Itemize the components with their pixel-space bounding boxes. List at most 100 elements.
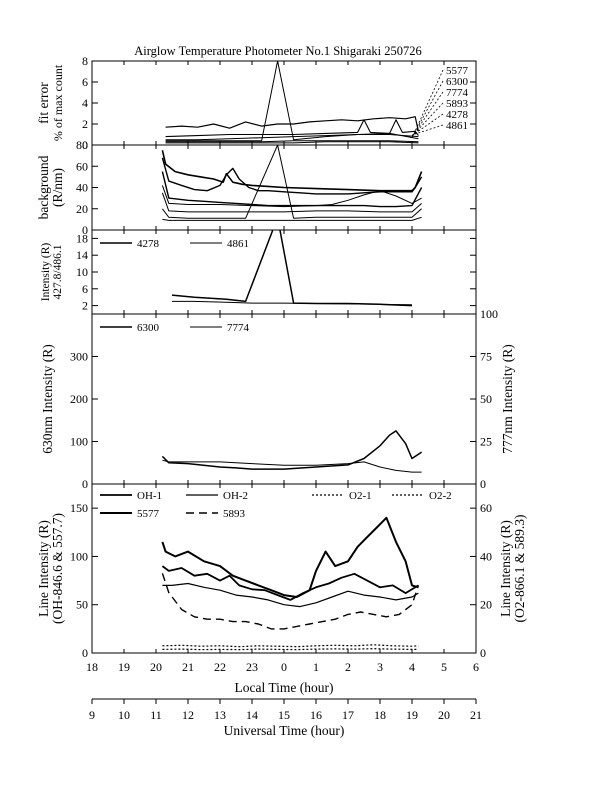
y-tick-label: 8 (82, 54, 88, 68)
plot-frame (91, 60, 477, 146)
x-tick-label: 20 (150, 660, 162, 674)
y-tick-label: 0 (82, 477, 88, 491)
y-axis-label: fit error (36, 82, 51, 124)
y2-tick-label: 0 (480, 477, 486, 491)
series-line-7774 (165, 61, 419, 142)
ut-tick-label: 13 (214, 708, 226, 722)
series-line-4278 (165, 140, 419, 143)
ut-tick-label: 20 (438, 708, 450, 722)
y2-axis-label: 777nm Intensity (R) (500, 344, 515, 454)
y2-tick-label: 0 (480, 646, 486, 660)
series-line-5893 (165, 134, 419, 141)
y-tick-label: 0 (82, 138, 88, 152)
figure-title: Airglow Temperature Photometer No.1 Shig… (134, 44, 422, 58)
y-tick-label: 0 (82, 646, 88, 660)
y-axis-label: Intensity (R) (40, 243, 52, 302)
legend-label: OH-2 (223, 490, 248, 502)
series-line-background (161, 192, 422, 213)
x-tick-label: 21 (182, 660, 194, 674)
legend-label: O2-1 (349, 490, 372, 502)
series-line-5893 (161, 573, 420, 630)
series-line-4861 (165, 141, 419, 144)
legend-leader (411, 69, 444, 139)
y-tick-label: 200 (70, 392, 88, 406)
y-tick-label: 14 (76, 248, 88, 262)
legend-label: 5577 (137, 508, 160, 520)
y2-tick-label: 100 (480, 307, 498, 321)
y2-axis-label: Line Intensity (R) (498, 520, 513, 617)
y2-tick-label: 25 (480, 435, 492, 449)
ut-tick-label: 11 (150, 708, 162, 722)
y2-tick-label: 40 (480, 549, 492, 563)
y-axis-label: 630nm Intensity (R) (40, 344, 55, 454)
ut-tick-label: 21 (470, 708, 482, 722)
ut-axis-label: Universal Time (hour) (224, 723, 345, 738)
y-axis-label: (OH-846.6 & 557.7) (50, 513, 65, 624)
legend-label: 7774 (446, 87, 469, 99)
y-tick-label: 2 (82, 299, 88, 313)
series-line-4861 (172, 300, 413, 306)
x-axis-label: Local Time (hour) (235, 680, 334, 695)
series-group (161, 145, 423, 221)
legend-label: OH-1 (137, 490, 162, 502)
x-tick-label: 3 (377, 660, 383, 674)
panel-red-lines: 0 100 200 300 0 25 50 75 100 630nm Intensity (R) 7… (40, 307, 515, 491)
x-tick-label: 0 (281, 660, 287, 674)
ut-tick-label: 17 (342, 708, 354, 722)
legend-leader (411, 124, 444, 136)
series-group (171, 230, 413, 307)
y-tick-label: 6 (82, 282, 88, 296)
y-tick-label: 2 (82, 117, 88, 131)
y2-tick-label: 50 (480, 392, 492, 406)
x-tick-label: 19 (118, 660, 130, 674)
y-axis-label: 427.8/486.1 (52, 244, 64, 299)
series-line-O2-2 (162, 648, 419, 651)
y2-tick-label: 60 (480, 501, 492, 515)
ut-tick-label: 12 (182, 708, 194, 722)
series-line-5577 (165, 116, 419, 132)
y-tick-label: 10 (76, 265, 88, 279)
x-tick-label: 18 (86, 660, 98, 674)
legend-label: 5893 (223, 508, 246, 520)
series-line-OH-2 (162, 582, 419, 608)
x-tick-label: 4 (409, 660, 415, 674)
ut-tick-label: 15 (278, 708, 290, 722)
ut-tick-label: 18 (374, 708, 386, 722)
legend-label: 4278 (137, 238, 160, 250)
x-tick-label: 2 (345, 660, 351, 674)
legend-label: 4278 (446, 109, 469, 121)
legend-label: 4861 (227, 238, 249, 250)
plot-frame (91, 313, 477, 485)
y-tick-label: 0 (82, 223, 88, 237)
y-tick-label: 18 (76, 231, 88, 245)
x-tick-label: 6 (473, 660, 479, 674)
series-line-O2-1 (162, 644, 419, 648)
series-line-background (162, 216, 422, 221)
series-line-4278 (171, 230, 413, 307)
legend-label: 7774 (227, 322, 250, 334)
y-axis-label: % of max count (51, 64, 65, 141)
legend-leader (411, 102, 444, 137)
series-line-background (162, 145, 422, 219)
series-group (165, 61, 419, 144)
legend-label: 6300 (446, 76, 469, 88)
series-line-OH-1 (161, 565, 419, 601)
y-tick-label: 300 (70, 350, 88, 364)
legend-label: 6300 (137, 322, 160, 334)
x-tick-label: 23 (246, 660, 258, 674)
y2-axis-label: (O2-866.1 & 589.3) (512, 515, 527, 623)
y2-tick-label: 75 (480, 350, 492, 364)
series-line-background (161, 185, 422, 208)
y-tick-label: 150 (70, 501, 88, 515)
series-group (161, 430, 423, 473)
legend-label: O2-2 (429, 490, 452, 502)
series-line-6300 (165, 119, 419, 138)
y-tick-label: 80 (76, 138, 88, 152)
series-line-6300 (161, 430, 423, 470)
y-tick-label: 100 (70, 549, 88, 563)
y-tick-label: 100 (70, 435, 88, 449)
x-tick-label: 1 (313, 660, 319, 674)
panel-fit-error: 0 2 4 6 8 fit error% of max count (36, 54, 477, 152)
x-tick-label: 22 (214, 660, 226, 674)
